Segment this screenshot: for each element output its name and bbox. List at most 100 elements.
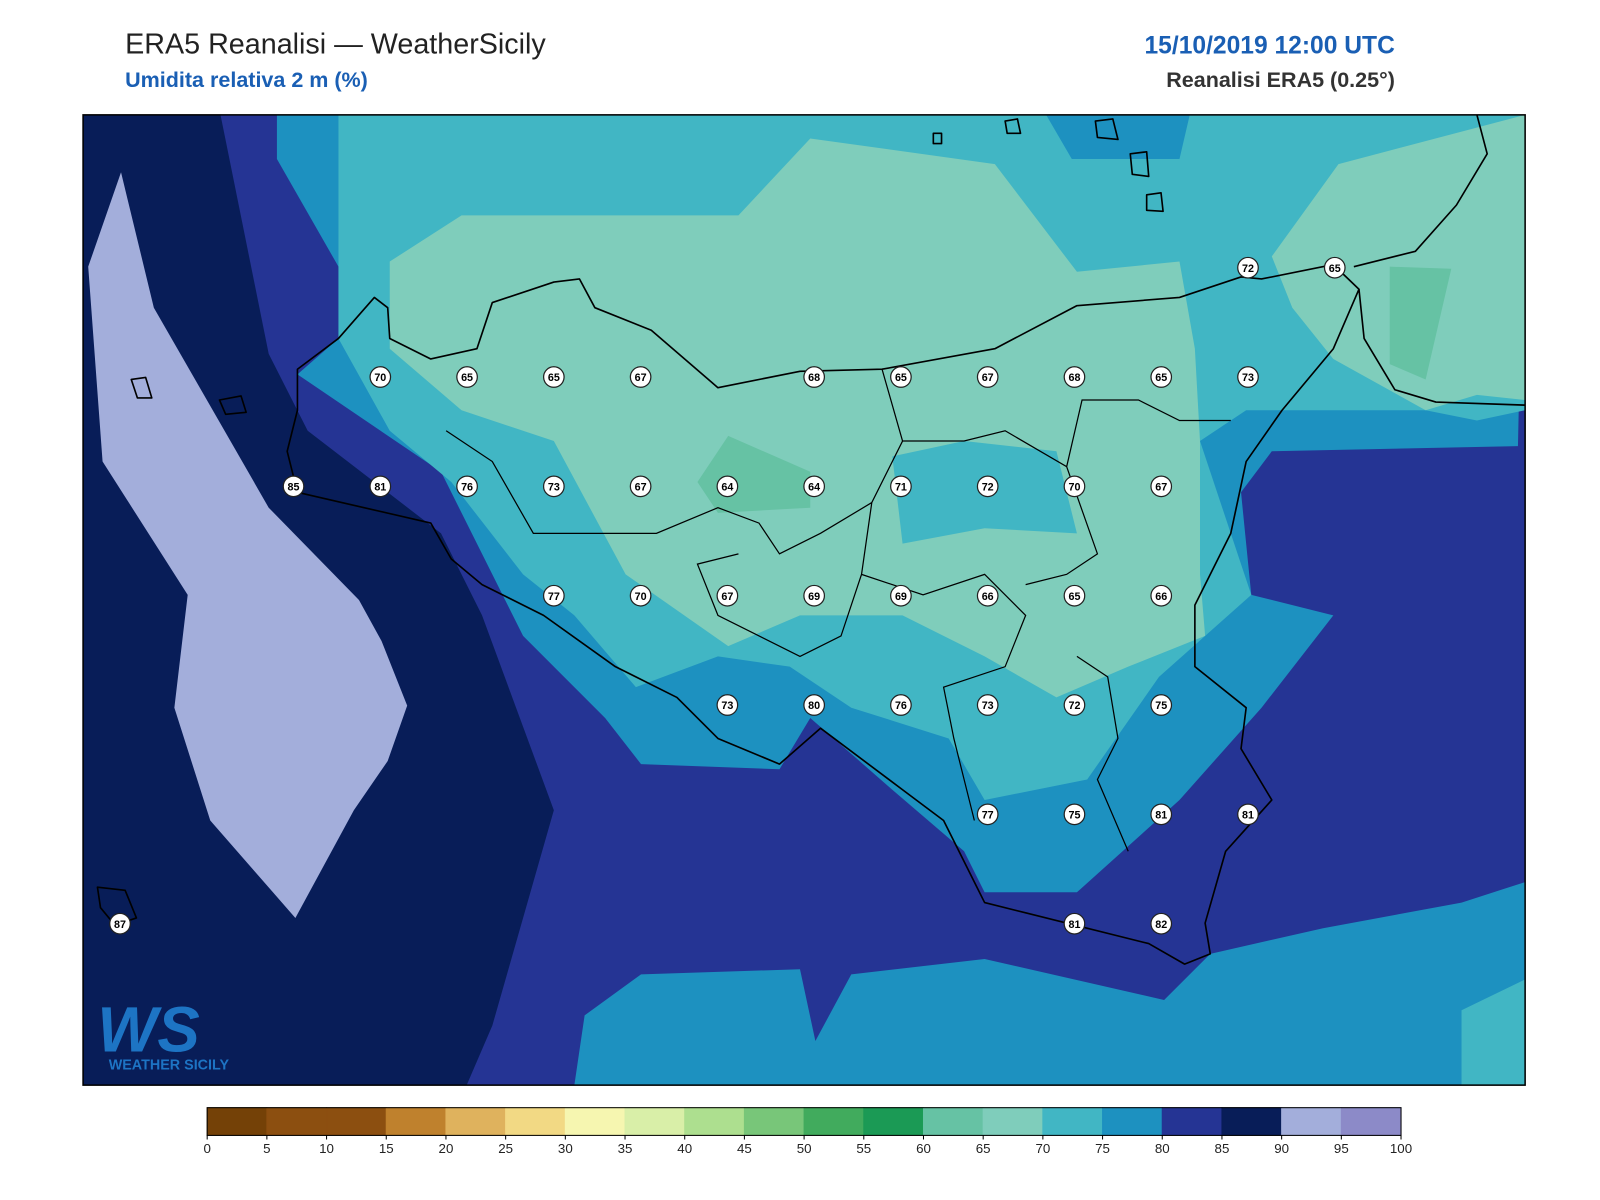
station-marker: [976, 584, 999, 607]
station-marker: [109, 912, 131, 935]
contour-65-70: [389, 138, 1206, 698]
station-value: 81: [1242, 809, 1254, 821]
station-marker: [1237, 803, 1259, 826]
station-marker: [1237, 366, 1259, 388]
contour-90-95: [88, 172, 408, 918]
station-marker: [1150, 366, 1173, 388]
colorbar-segment: [385, 1107, 447, 1136]
station-value: 65: [895, 372, 907, 384]
colorbar: 0 5 10 15 20 25 30 35 40 45 50 55 60 65 70 75 80 85 90 95 10…: [203, 1107, 1412, 1156]
station-value: 76: [895, 700, 907, 712]
station-marker: [976, 803, 999, 826]
station-value: 64: [721, 481, 733, 493]
station-marker: [890, 694, 912, 716]
colorbar-tick-label: 15: [379, 1141, 394, 1156]
colorbar-tick-label: 90: [1274, 1141, 1289, 1156]
station-value: 71: [895, 481, 907, 493]
station-marker: [1237, 256, 1259, 279]
calabria-coast: [1353, 114, 1526, 406]
colorbar-tick-label: 50: [797, 1141, 812, 1156]
colorbar-tick-label: 45: [737, 1141, 752, 1156]
colorbar-tick-label: 75: [1095, 1141, 1110, 1156]
colorbar-segment: [1102, 1107, 1163, 1136]
station-value: 65: [461, 372, 473, 384]
station-value: 69: [808, 591, 820, 603]
station-marker: [890, 584, 912, 607]
station-marker: [976, 366, 999, 388]
station-marker: [456, 366, 478, 388]
station-marker: [1063, 694, 1086, 716]
station-marker: [1150, 912, 1173, 935]
station-value: 65: [1329, 263, 1341, 275]
station-value: 76: [461, 481, 473, 493]
station-marker: [716, 475, 739, 498]
colorbar-segment: [743, 1107, 805, 1136]
colorbar-tick-label: 60: [916, 1141, 931, 1156]
station-marker: [1063, 912, 1086, 935]
station-value: 72: [1068, 700, 1080, 712]
colorbar-tick-label: 95: [1334, 1141, 1349, 1156]
colorbar-segment: [982, 1107, 1044, 1136]
station-layer: 72 65 70 65 65 67 68 65 67 68 65 73 85 81 76 73 67 64 64 71…: [109, 256, 1346, 935]
colorbar-segment: [624, 1107, 686, 1136]
colorbar-tick-label: 85: [1215, 1141, 1230, 1156]
colorbar-segment: [863, 1107, 925, 1136]
contour-75-80: [574, 882, 1526, 1086]
contour-map: [83, 114, 1526, 1086]
station-marker: [542, 584, 565, 607]
station-marker: [716, 694, 739, 716]
logo-caption: WEATHER SICILY: [109, 1058, 230, 1074]
station-value: 81: [1155, 809, 1167, 821]
station-marker: [803, 584, 826, 607]
station-value: 66: [1155, 591, 1167, 603]
station-value: 77: [548, 591, 560, 603]
colorbar-tick-label: 55: [856, 1141, 871, 1156]
station-value: 73: [982, 700, 994, 712]
station-value: 82: [1155, 919, 1167, 931]
station-marker: [1150, 803, 1173, 826]
station-marker: [1063, 475, 1086, 498]
colorbar-tick-label: 30: [558, 1141, 573, 1156]
province-border: [445, 369, 1231, 852]
colorbar-segment: [1161, 1107, 1223, 1136]
source: Reanalisi ERA5 (0.25°): [1166, 68, 1395, 92]
station-value: 69: [895, 591, 907, 603]
station-value: 65: [1068, 591, 1080, 603]
colorbar-segment: [922, 1107, 984, 1136]
station-value: 81: [1068, 919, 1080, 931]
station-value: 68: [1068, 372, 1080, 384]
station-marker: [976, 475, 999, 498]
station-marker: [629, 475, 652, 498]
station-marker: [369, 475, 392, 498]
colorbar-tick-label: 35: [618, 1141, 633, 1156]
station-marker: [542, 475, 565, 498]
map-frame: [82, 114, 1526, 1086]
colorbar-tick-label: 10: [319, 1141, 334, 1156]
station-marker: [629, 584, 652, 607]
station-value: 66: [982, 591, 994, 603]
datetime: 15/10/2019 12:00 UTC: [1144, 32, 1395, 59]
station-marker: [976, 694, 999, 716]
station-marker: [890, 366, 912, 388]
station-marker: [803, 694, 826, 716]
colorbar-segment: [326, 1107, 387, 1136]
colorbar-segment: [445, 1107, 507, 1136]
colorbar-tick-label: 80: [1155, 1141, 1170, 1156]
station-value: 75: [1068, 809, 1080, 821]
colorbar-tick-label: 20: [439, 1141, 454, 1156]
station-value: 72: [1242, 263, 1254, 275]
station-value: 75: [1155, 700, 1167, 712]
station-value: 85: [288, 481, 300, 493]
colorbar-tick-label: 0: [203, 1141, 210, 1156]
colorbar-segment: [684, 1107, 745, 1136]
colorbar-tick-label: 100: [1390, 1141, 1412, 1156]
station-value: 65: [548, 372, 560, 384]
station-marker: [890, 475, 912, 498]
station-marker: [803, 475, 826, 498]
station-marker: [716, 584, 739, 607]
station-value: 67: [1155, 481, 1167, 493]
colorbar-segment: [1340, 1107, 1402, 1136]
station-marker: [1063, 366, 1086, 388]
colorbar-segment: [564, 1107, 626, 1136]
